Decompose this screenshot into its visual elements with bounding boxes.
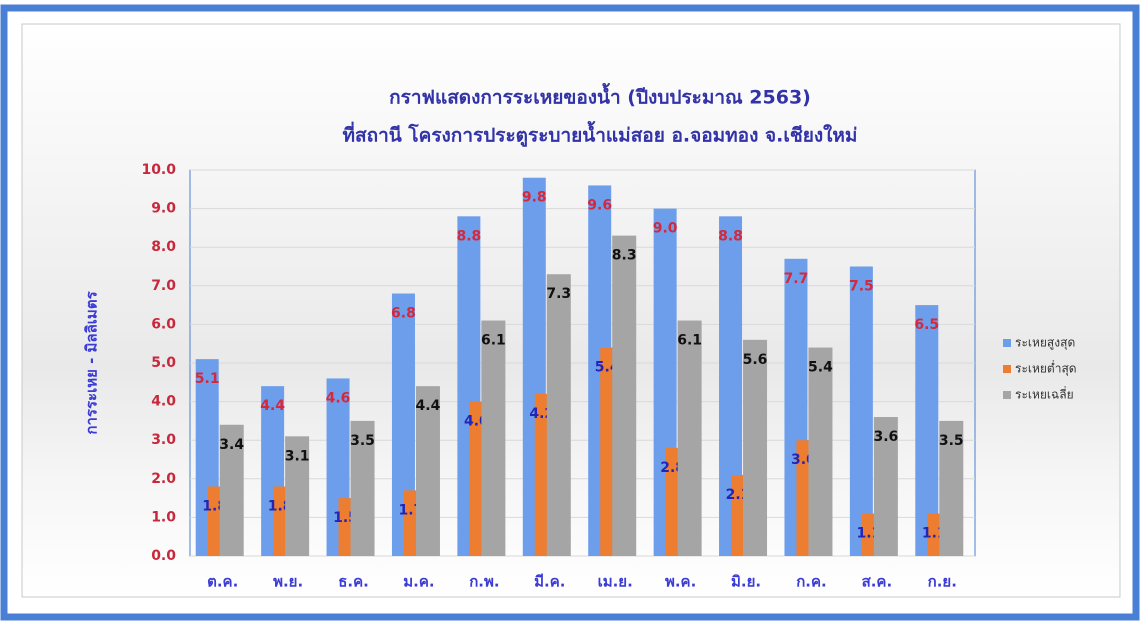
legend-swatch (1003, 391, 1011, 399)
y-tick-label: 2.0 (151, 471, 176, 487)
x-tick-label: ก.ย. (928, 573, 957, 591)
bar (273, 486, 288, 556)
bar (808, 347, 833, 556)
data-label: 7.7 (784, 271, 809, 287)
bar (873, 417, 898, 556)
y-tick-label: 9.0 (151, 201, 176, 217)
y-tick-label: 7.0 (151, 278, 176, 294)
bar (207, 486, 222, 556)
x-tick-label: พ.ย. (273, 573, 303, 591)
bar (600, 347, 615, 556)
data-label: 3.6 (873, 429, 898, 445)
y-tick-label: 1.0 (151, 509, 176, 525)
chart-title: กราฟแสดงการระเหยของน้ำ (ปีงบประมาณ 2563) (389, 83, 811, 109)
frame (0, 4, 1140, 621)
bar (719, 216, 743, 556)
bar (939, 420, 964, 556)
y-tick-label: 3.0 (151, 432, 176, 448)
data-label: 5.1 (195, 371, 220, 387)
x-tick-label: เม.ย. (598, 573, 633, 591)
data-label: 7.3 (546, 286, 571, 302)
data-label: 8.3 (612, 248, 637, 264)
bar (796, 440, 811, 556)
data-label: 3.5 (350, 433, 375, 449)
x-tick-label: ต.ค. (207, 573, 238, 591)
data-label: 4.4 (260, 398, 285, 414)
legend-label: ระเหยเฉลี่ย (1015, 386, 1074, 402)
bar (481, 320, 506, 556)
data-label: 3.5 (939, 433, 964, 449)
bar (350, 420, 375, 556)
y-axis-label: การระเหย - มิลลิเมตร (83, 290, 101, 434)
data-label: 6.1 (677, 333, 702, 349)
y-tick-label: 0.0 (151, 548, 176, 564)
legend-label: ระเหยต่ำสุด (1015, 360, 1077, 377)
bar (338, 498, 353, 556)
y-tick-label: 5.0 (151, 355, 176, 371)
data-label: 9.6 (587, 197, 612, 213)
bar (403, 490, 418, 556)
data-label: 5.6 (743, 352, 768, 368)
bar (415, 386, 440, 556)
bar (285, 436, 310, 556)
bar (469, 401, 484, 556)
y-tick-label: 8.0 (151, 239, 176, 255)
x-tick-label: พ.ค. (665, 573, 696, 591)
y-tick-label: 10.0 (141, 162, 176, 178)
bar (861, 513, 876, 556)
x-tick-label: มิ.ย. (731, 573, 761, 591)
x-tick-label: ส.ค. (862, 573, 893, 591)
data-label: 6.8 (391, 306, 416, 322)
bar (743, 339, 768, 556)
data-label: 3.1 (285, 448, 310, 464)
legend-label: ระเหยสูงสุด (1015, 336, 1075, 351)
data-label: 3.4 (219, 437, 244, 453)
bar (677, 320, 702, 556)
data-label: 6.1 (481, 333, 506, 349)
bar (849, 266, 873, 556)
data-label: 9.8 (522, 190, 547, 206)
bar (665, 447, 680, 556)
data-label: 7.5 (849, 279, 874, 295)
data-label: 9.0 (653, 221, 678, 237)
data-label: 6.5 (914, 317, 939, 333)
chart-subtitle: ที่สถานี โครงการประตูระบายน้ำแม่สอย อ.จอ… (343, 121, 858, 148)
x-tick-label: มี.ค. (534, 573, 565, 591)
x-tick-label: ก.พ. (469, 573, 499, 591)
bar (219, 424, 244, 556)
data-label: 8.8 (718, 228, 743, 244)
x-tick-label: ธ.ค. (338, 573, 369, 591)
y-tick-label: 4.0 (151, 394, 176, 410)
data-label: 4.4 (416, 398, 441, 414)
data-label: 5.4 (808, 360, 833, 376)
x-tick-label: ก.ค. (796, 573, 827, 591)
data-label: 4.6 (326, 390, 351, 406)
bar (612, 235, 637, 556)
bar (927, 513, 942, 556)
legend-swatch (1003, 365, 1011, 373)
bar (546, 274, 571, 556)
legend-swatch (1003, 339, 1011, 347)
bar (731, 474, 746, 556)
data-label: 8.8 (456, 228, 481, 244)
x-tick-label: ม.ค. (403, 573, 434, 591)
bar (534, 393, 549, 556)
bar (915, 305, 939, 556)
y-tick-label: 6.0 (151, 316, 176, 332)
